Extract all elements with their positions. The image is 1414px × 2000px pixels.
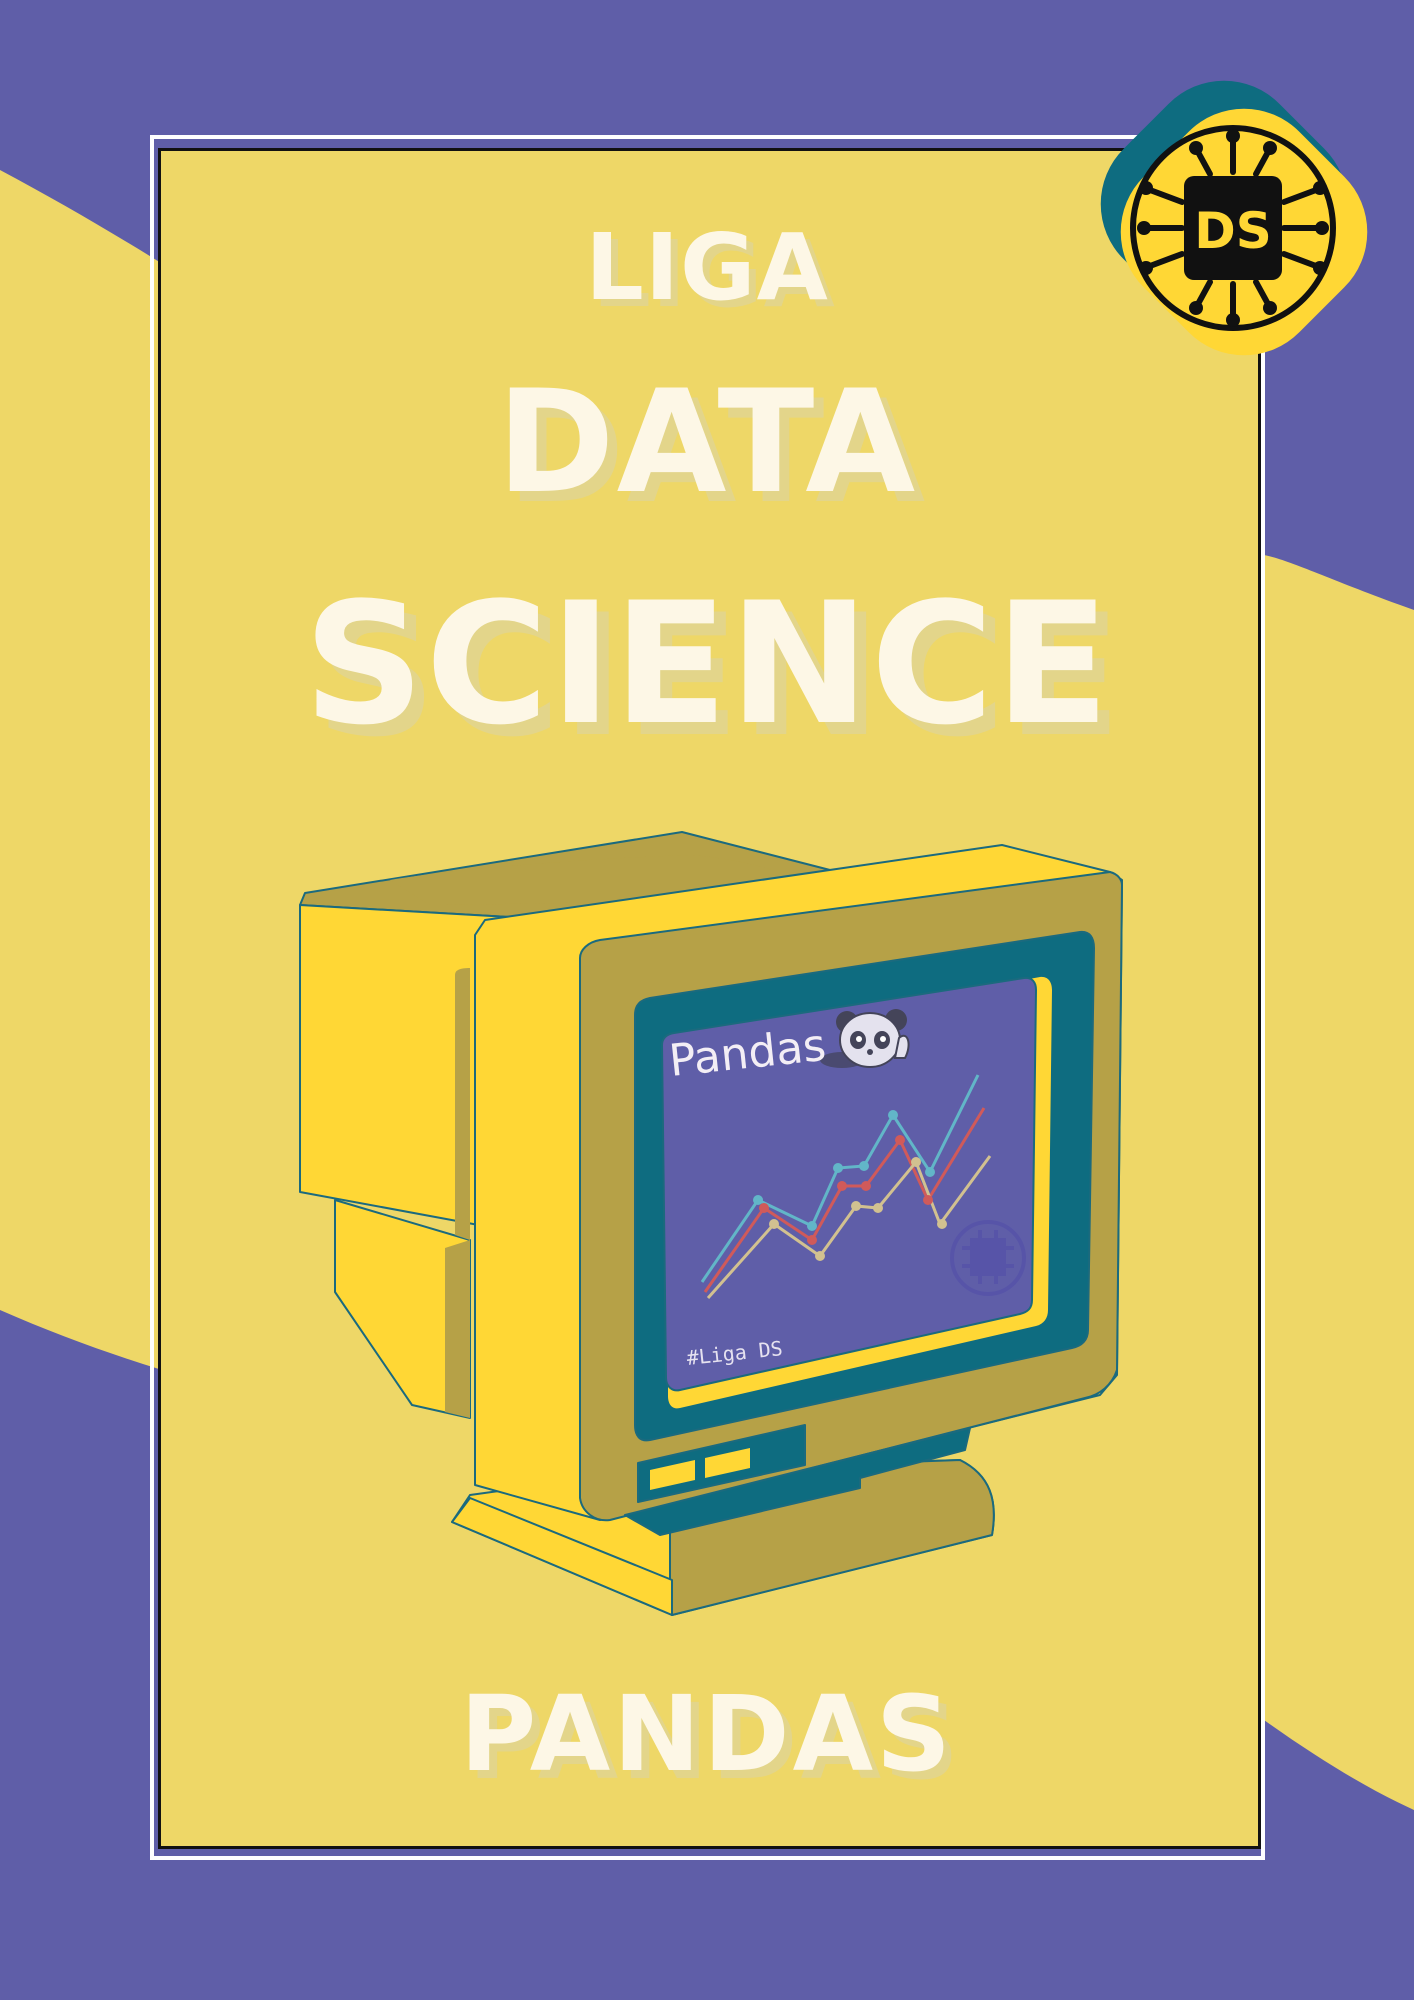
panda-icon (820, 1009, 910, 1068)
ds-badge-logo: DS (1100, 80, 1368, 356)
poster-frame (150, 135, 1265, 1860)
badge-text: DS (1194, 202, 1272, 260)
title-data: DATA (496, 360, 918, 525)
title-science: SCIENCE (303, 566, 1111, 762)
title-liga: LIGA (585, 214, 829, 321)
circuit-chip-icon (950, 1220, 1026, 1296)
subtitle-pandas: PANDAS (460, 1673, 954, 1795)
